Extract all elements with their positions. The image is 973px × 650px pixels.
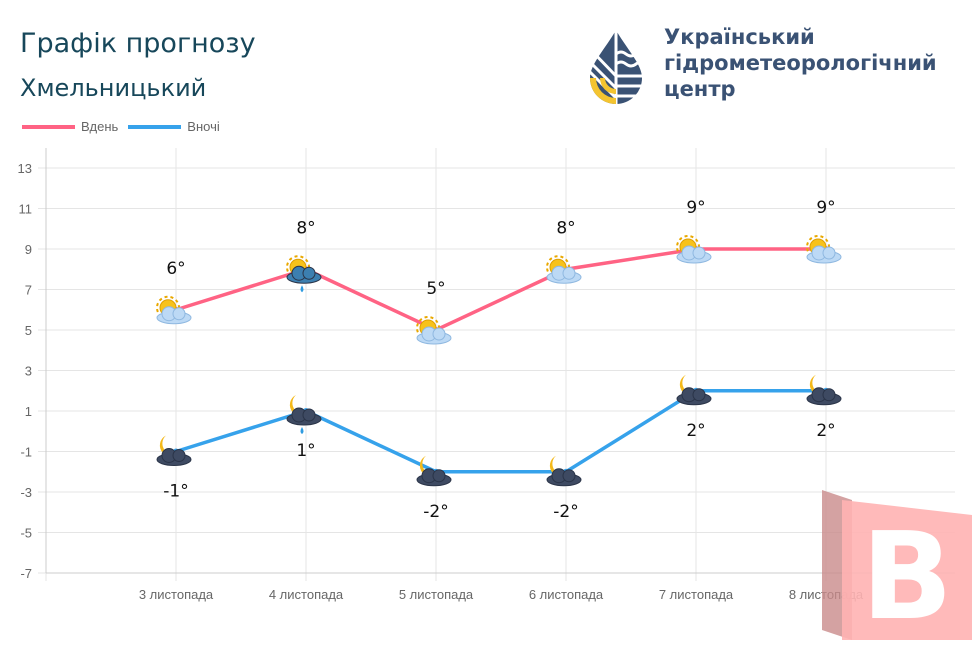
sun-cloud-icon [546, 255, 582, 284]
series-line-night [175, 389, 826, 474]
sun-rain-cloud-icon [286, 255, 322, 293]
data-label: 1° [296, 441, 315, 461]
x-tick-label: 4 листопада [269, 587, 344, 602]
cloud [432, 469, 446, 483]
cloud [562, 266, 576, 280]
y-tick-label: 13 [18, 161, 32, 176]
legend-label-night[interactable]: Вночі [187, 119, 220, 134]
data-label: -2° [423, 502, 448, 522]
y-tick-label: -3 [20, 485, 32, 500]
chart-legend: Вдень Вночі [22, 119, 230, 134]
y-tick-label: 1 [25, 404, 32, 419]
watermark-logo: B [822, 490, 972, 640]
cloud [302, 266, 316, 280]
data-label: 9° [816, 198, 835, 218]
moon-cloud-icon [546, 455, 582, 487]
y-tick-label: -7 [20, 566, 32, 581]
sun-cloud-icon [416, 316, 452, 345]
x-tick-label: 5 листопада [399, 587, 474, 602]
cloud [822, 388, 836, 402]
y-tick-label: 11 [19, 202, 33, 217]
data-label: 5° [426, 279, 445, 299]
data-label: 2° [816, 421, 835, 441]
sun-cloud-icon [676, 235, 712, 264]
logo-line-2: гідрометеорологічний [664, 51, 937, 75]
page-title: Графік прогнозу [20, 28, 256, 59]
city-name: Хмельницький [20, 74, 207, 102]
cloud [692, 246, 706, 260]
rain-drop [300, 427, 304, 434]
legend-swatch-day[interactable] [22, 124, 75, 129]
cloud [172, 307, 186, 321]
data-label: 6° [166, 259, 185, 279]
data-label: -1° [163, 482, 188, 502]
cloud [172, 449, 186, 462]
logo-line-1: Український [664, 25, 815, 49]
x-tick-label: 3 листопада [139, 587, 214, 602]
sun-cloud-icon [156, 295, 192, 325]
moon-cloud-icon [806, 374, 842, 406]
logo-line-3: центр [664, 77, 736, 101]
data-label: 9° [686, 198, 705, 218]
cloud [562, 469, 576, 483]
moon-cloud-icon [416, 455, 452, 487]
sun-cloud-icon [806, 235, 842, 264]
y-tick-label: 5 [25, 323, 32, 338]
moon-cloud-icon [156, 435, 192, 466]
logo-drop-icon [586, 28, 646, 106]
y-tick-label: 3 [25, 364, 32, 379]
legend-swatch-night[interactable] [128, 124, 182, 129]
data-label: 2° [686, 421, 705, 441]
y-tick-label: -1 [20, 445, 32, 460]
data-label: -2° [553, 502, 578, 522]
y-tick-label: 7 [25, 283, 32, 298]
data-label: 8° [556, 218, 575, 238]
cloud [432, 327, 446, 341]
series-line-day [175, 247, 826, 332]
data-label: 8° [296, 218, 315, 238]
moon-rain-cloud-icon [286, 395, 322, 434]
cloud [302, 408, 316, 422]
cloud [692, 388, 706, 402]
cloud [822, 246, 836, 260]
y-tick-label: -5 [20, 526, 32, 541]
y-tick-label: 9 [25, 242, 32, 257]
x-tick-label: 6 листопада [529, 587, 604, 602]
legend-label-day[interactable]: Вдень [81, 119, 119, 134]
x-tick-label: 7 листопада [659, 587, 734, 602]
logo-text: Український гідрометеорологічний центр [664, 24, 937, 102]
svg-text:B: B [861, 508, 952, 640]
rain-drop [300, 285, 304, 293]
moon-cloud-icon [676, 374, 712, 406]
